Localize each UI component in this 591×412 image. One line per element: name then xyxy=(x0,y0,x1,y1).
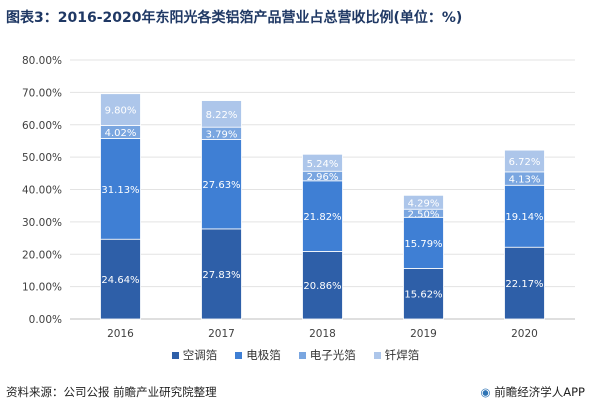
data-label: 24.64% xyxy=(101,275,139,286)
qianzhan-logo-icon: ◉ xyxy=(480,385,491,399)
y-tick-label: 20.00% xyxy=(22,249,62,261)
data-label: 6.72% xyxy=(509,157,541,168)
legend-swatch xyxy=(298,351,306,359)
bar-segment xyxy=(403,194,444,210)
brand-text: 前瞻经济学人APP xyxy=(494,385,585,399)
bar-segment xyxy=(201,100,242,128)
data-label: 31.13% xyxy=(101,185,139,196)
bar-segment xyxy=(302,180,343,252)
x-tick-label: 2018 xyxy=(309,328,336,340)
legend-item: 钎焊箔 xyxy=(373,347,420,363)
x-tick-label: 2020 xyxy=(511,328,538,340)
y-tick-label: 50.00% xyxy=(22,152,62,164)
legend-item: 电极箔 xyxy=(235,347,281,363)
y-tick-label: 40.00% xyxy=(22,185,62,197)
legend-swatch xyxy=(373,351,381,359)
data-label: 8.22% xyxy=(206,110,238,121)
legend-swatch xyxy=(171,351,179,359)
bar-segment xyxy=(201,139,242,230)
bar-segment xyxy=(100,238,141,320)
x-tick-label: 2016 xyxy=(107,328,134,340)
y-tick-label: 30.00% xyxy=(22,217,62,229)
data-label: 22.17% xyxy=(505,279,543,290)
bar-segment xyxy=(100,93,141,126)
bar-segment xyxy=(201,228,242,320)
bar-segment xyxy=(302,251,343,320)
bar-segment xyxy=(302,153,343,172)
legend-label: 钎焊箔 xyxy=(384,348,420,362)
data-label: 21.82% xyxy=(303,212,341,223)
data-label: 15.62% xyxy=(404,290,442,301)
data-label: 2.96% xyxy=(307,172,339,183)
x-tick-label: 2017 xyxy=(208,328,235,340)
bar-segment xyxy=(504,184,545,248)
chart-title: 图表3：2016-2020年东阳光各类铝箔产品营业占总营收比例(单位：%) xyxy=(6,10,463,26)
chart-legend: 空调箔 电极箔 电子光箔 钎焊箔 xyxy=(0,347,591,363)
data-label: 3.79% xyxy=(206,129,238,140)
data-label: 4.13% xyxy=(509,175,541,186)
bar-segment xyxy=(403,268,444,320)
brand-label: ◉ 前瞻经济学人APP xyxy=(481,384,585,400)
data-label: 2.50% xyxy=(408,209,440,220)
legend-label: 电极箔 xyxy=(246,348,281,362)
data-label: 4.02% xyxy=(105,128,137,139)
data-label: 27.83% xyxy=(202,270,240,281)
y-tick-label: 70.00% xyxy=(22,87,62,99)
legend-swatch xyxy=(235,351,243,359)
legend-label: 电子光箔 xyxy=(309,348,356,362)
legend-label: 空调箔 xyxy=(182,348,218,362)
data-label: 5.24% xyxy=(307,159,339,170)
y-tick-label: 10.00% xyxy=(22,282,62,294)
data-label: 20.86% xyxy=(303,281,341,292)
legend-item: 空调箔 xyxy=(171,347,218,363)
data-label: 27.63% xyxy=(202,180,240,191)
data-label: 19.14% xyxy=(505,212,543,223)
bar-segment xyxy=(504,149,545,173)
source-note: 资料来源：公司公报 前瞻产业研究院整理 xyxy=(6,385,217,399)
data-label: 9.80% xyxy=(105,106,137,117)
legend-item: 电子光箔 xyxy=(298,347,356,363)
bar-segment xyxy=(100,138,141,240)
data-label: 15.79% xyxy=(404,239,442,250)
x-tick-label: 2019 xyxy=(410,328,437,340)
bar-segment xyxy=(403,216,444,269)
y-tick-label: 0.00% xyxy=(29,314,62,326)
y-tick-label: 60.00% xyxy=(22,120,62,132)
y-tick-label: 80.00% xyxy=(22,55,62,67)
data-label: 4.29% xyxy=(408,198,440,209)
bar-segment xyxy=(504,246,545,320)
